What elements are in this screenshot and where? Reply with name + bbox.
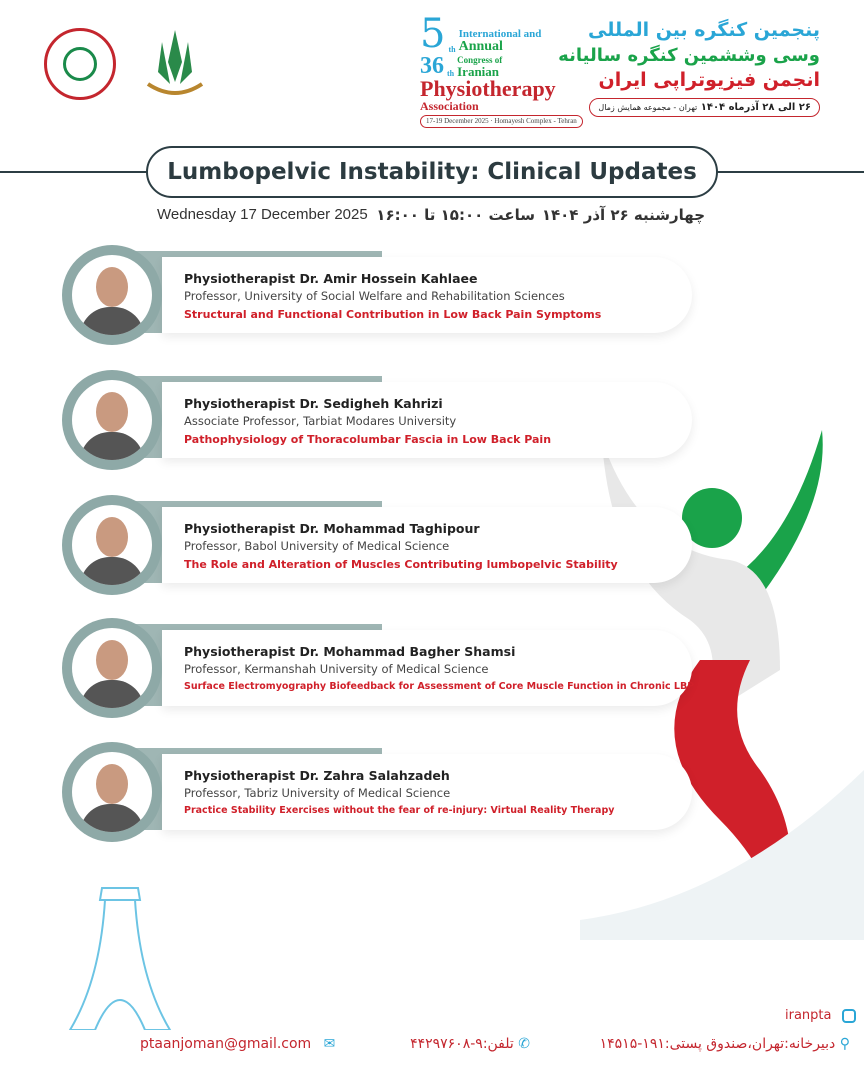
instagram-handle[interactable]: iranpta [785, 1008, 856, 1023]
email[interactable]: ptaanjoman@gmail.com ✉ [140, 1036, 336, 1052]
speaker-card: Physiotherapist Dr. Mohammad Taghipour P… [62, 495, 692, 603]
physio-figure-graphic [580, 430, 864, 940]
speaker-name: Physiotherapist Dr. Mohammad Bagher Sham… [184, 644, 516, 659]
university-logo [146, 30, 204, 95]
persian-congress-title: پنجمین کنگره بین المللی وسی وششمین کنگره… [558, 18, 820, 118]
speaker-topic: Pathophysiology of Thoracolumbar Fascia … [184, 433, 552, 446]
speaker-name: Physiotherapist Dr. Amir Hossein Kahlaee [184, 271, 478, 286]
speaker-card: Physiotherapist Dr. Amir Hossein Kahlaee… [62, 245, 692, 353]
card-band [162, 630, 692, 706]
date-fa: چهارشنبه ۲۶ آذر ۱۴۰۴ [541, 206, 705, 224]
speaker-card: Physiotherapist Dr. Mohammad Bagher Sham… [62, 618, 694, 726]
speaker-photo-frame [62, 618, 162, 718]
speaker-photo [72, 255, 152, 335]
persian-date-venue: ۲۶ الی ۲۸ آذرماه ۱۴۰۴ تهران - مجموعه هما… [589, 97, 820, 118]
speaker-affiliation: Professor, Tabriz University of Medical … [184, 786, 451, 800]
speaker-name: Physiotherapist Dr. Sedigheh Kahrizi [184, 396, 443, 411]
speaker-name: Physiotherapist Dr. Zahra Salahzadeh [184, 768, 450, 783]
speaker-photo [72, 505, 152, 585]
association-logo [44, 28, 116, 100]
speaker-photo-frame [62, 495, 162, 595]
speaker-photo-frame [62, 742, 162, 842]
speaker-topic: Practice Stability Exercises without the… [184, 805, 615, 816]
phone-icon: ✆ [518, 1036, 530, 1052]
time-fa: ساعت ۱۵:۰۰ تا ۱۶:۰۰ [376, 206, 535, 224]
speaker-photo [72, 380, 152, 460]
speaker-affiliation: Associate Professor, Tarbiat Modares Uni… [184, 414, 457, 428]
card-band [162, 754, 692, 830]
instagram-icon [841, 1008, 856, 1023]
divider [714, 171, 864, 173]
speaker-photo-frame [62, 370, 162, 470]
card-band [162, 507, 692, 583]
card-band [162, 382, 692, 458]
speaker-photo [72, 628, 152, 708]
speaker-affiliation: Professor, University of Social Welfare … [184, 289, 565, 303]
location-pin-icon: ⚲ [839, 1036, 850, 1052]
speaker-name: Physiotherapist Dr. Mohammad Taghipour [184, 521, 480, 536]
speaker-photo [72, 752, 152, 832]
speaker-topic: Structural and Functional Contribution i… [184, 308, 602, 321]
mail-icon: ✉ [323, 1036, 336, 1052]
card-band [162, 257, 692, 333]
speaker-photo-frame [62, 245, 162, 345]
phone[interactable]: ✆ تلفن:۹-۴۴۲۹۷۶۰۸ [410, 1036, 530, 1052]
date-en: Wednesday 17 December 2025 [157, 206, 368, 223]
speaker-card: Physiotherapist Dr. Sedigheh Kahrizi Ass… [62, 370, 692, 478]
speaker-affiliation: Professor, Kermanshah University of Medi… [184, 662, 489, 676]
speaker-affiliation: Professor, Babol University of Medical S… [184, 539, 450, 553]
address: ⚲ دبیرخانه:تهران،صندوق پستی:۱۹۱-۱۴۵۱۵ [599, 1036, 850, 1052]
session-title: Lumbopelvic Instability: Clinical Update… [146, 146, 718, 198]
speaker-topic: The Role and Alteration of Muscles Contr… [184, 558, 618, 571]
divider [0, 171, 150, 173]
speaker-card: Physiotherapist Dr. Zahra Salahzadeh Pro… [62, 742, 692, 850]
azadi-tower-graphic [68, 887, 172, 1030]
congress-logo: 5 th International and Annual 36 th Cong… [420, 14, 590, 128]
speaker-topic: Surface Electromyography Biofeedback for… [184, 681, 695, 692]
